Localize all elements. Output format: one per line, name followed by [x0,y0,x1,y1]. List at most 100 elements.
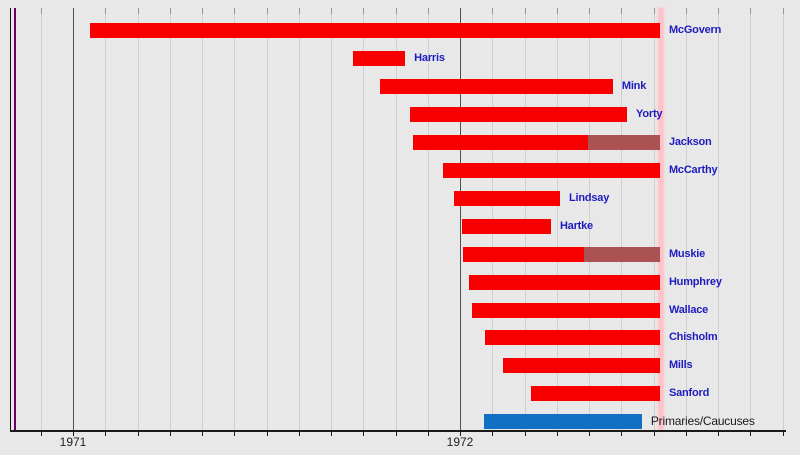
month-gridline-top-tick [685,8,687,14]
axis-bottom-tick [556,431,558,436]
axis-bottom-tick [298,431,300,436]
month-gridline [234,8,236,430]
bar-chisholm [485,330,660,346]
month-gridline [105,8,107,430]
bar-mink [380,78,613,94]
month-gridline-top-tick [750,8,752,14]
month-gridline-top-tick [782,8,784,14]
month-gridline [202,8,203,430]
bar-humphrey [469,274,660,290]
month-gridline [298,8,300,430]
bar-label-mink: Mink [621,79,647,92]
bar-label-muskie: Muskie [668,247,706,260]
month-gridline-top-tick [363,8,365,14]
month-gridline [395,8,397,430]
month-gridline-top-tick [395,8,397,14]
month-gridline-top-tick [202,8,203,14]
purple-marker-line [13,8,16,430]
axis-bottom-tick [73,431,74,436]
bar-lindsay [453,190,560,206]
axis-bottom-tick [653,431,655,436]
year-gridline [73,8,74,430]
month-gridline-top-tick [331,8,332,14]
bar-mccarthy [442,162,660,178]
month-gridline [718,8,719,430]
bar-jackson [412,134,589,150]
month-gridline-top-tick [621,8,623,14]
bar-label-mcgovern: McGovern [668,24,722,36]
month-gridline [331,8,332,430]
axis-bottom-tick [460,431,461,436]
month-gridline-top-tick [40,8,42,14]
month-gridline-top-tick [105,8,107,14]
bar-label-chisholm: Chisholm [668,331,718,344]
axis-year-label-1972: 1972 [446,435,474,449]
axis-bottom-tick [524,431,526,436]
month-gridline-top-tick [234,8,236,14]
month-gridline [556,8,558,430]
month-gridline [685,8,687,430]
month-gridline-top-tick [298,8,300,14]
bar-suspended-muskie [583,246,660,262]
month-gridline-top-tick [524,8,526,14]
bar-suspended-jackson [588,134,660,150]
bar-primaries-caucuses [484,414,642,430]
month-gridline [653,8,655,430]
axis-bottom-tick [750,431,752,436]
bar-harris [352,50,406,66]
month-gridline-top-tick [266,8,268,14]
bar-yorty [410,106,628,122]
convention-band [658,8,664,430]
month-gridline [137,8,139,430]
axis-bottom-tick [589,431,590,436]
axis-bottom-tick [202,431,203,436]
month-gridline-top-tick [718,8,719,14]
bar-label-wallace: Wallace [668,303,709,316]
axis-bottom-tick [492,431,494,436]
axis-bottom-tick [782,431,784,436]
bar-wallace [471,302,660,318]
bar-label-mccarthy: McCarthy [668,163,718,176]
month-gridline-top-tick [427,8,429,14]
axis-bottom-tick [40,431,42,436]
bar-label-harris: Harris [414,51,445,64]
axis-bottom-tick [427,431,429,436]
month-gridline [363,8,365,430]
bar-mcgovern [90,23,660,38]
month-gridline-top-tick [492,8,494,14]
month-gridline-top-tick [589,8,590,14]
axis-bottom-tick [621,431,623,436]
axis-year-label-1971: 1971 [59,435,87,449]
month-gridline [621,8,623,430]
month-gridline [782,8,784,430]
bar-hartke [461,218,551,234]
bar-label-lindsay: Lindsay [568,191,610,204]
month-gridline-top-tick [137,8,139,14]
axis-bottom-tick [137,431,139,436]
x-axis-line [10,430,786,432]
month-gridline-top-tick [653,8,655,14]
bar-muskie [462,246,584,262]
month-gridline [589,8,590,430]
bar-label-jackson: Jackson [668,135,712,148]
axis-bottom-tick [105,431,107,436]
bar-label-primaries-caucuses: Primaries/Caucuses [650,414,755,429]
axis-bottom-tick [234,431,236,436]
axis-bottom-tick [363,431,365,436]
plot-left-frame-line [10,8,12,430]
year-gridline [460,8,461,430]
month-gridline [169,8,171,430]
axis-bottom-tick [331,431,332,436]
axis-bottom-tick [266,431,268,436]
axis-bottom-tick [169,431,171,436]
bar-sanford [530,386,660,402]
bar-label-mills: Mills [668,359,693,372]
axis-bottom-tick [395,431,397,436]
bar-label-hartke: Hartke [559,219,593,232]
bar-label-yorty: Yorty [636,107,663,120]
month-gridline [427,8,429,430]
bar-label-humphrey: Humphrey [668,275,722,288]
month-gridline-top-tick [556,8,558,14]
bar-label-sanford: Sanford [668,387,710,400]
